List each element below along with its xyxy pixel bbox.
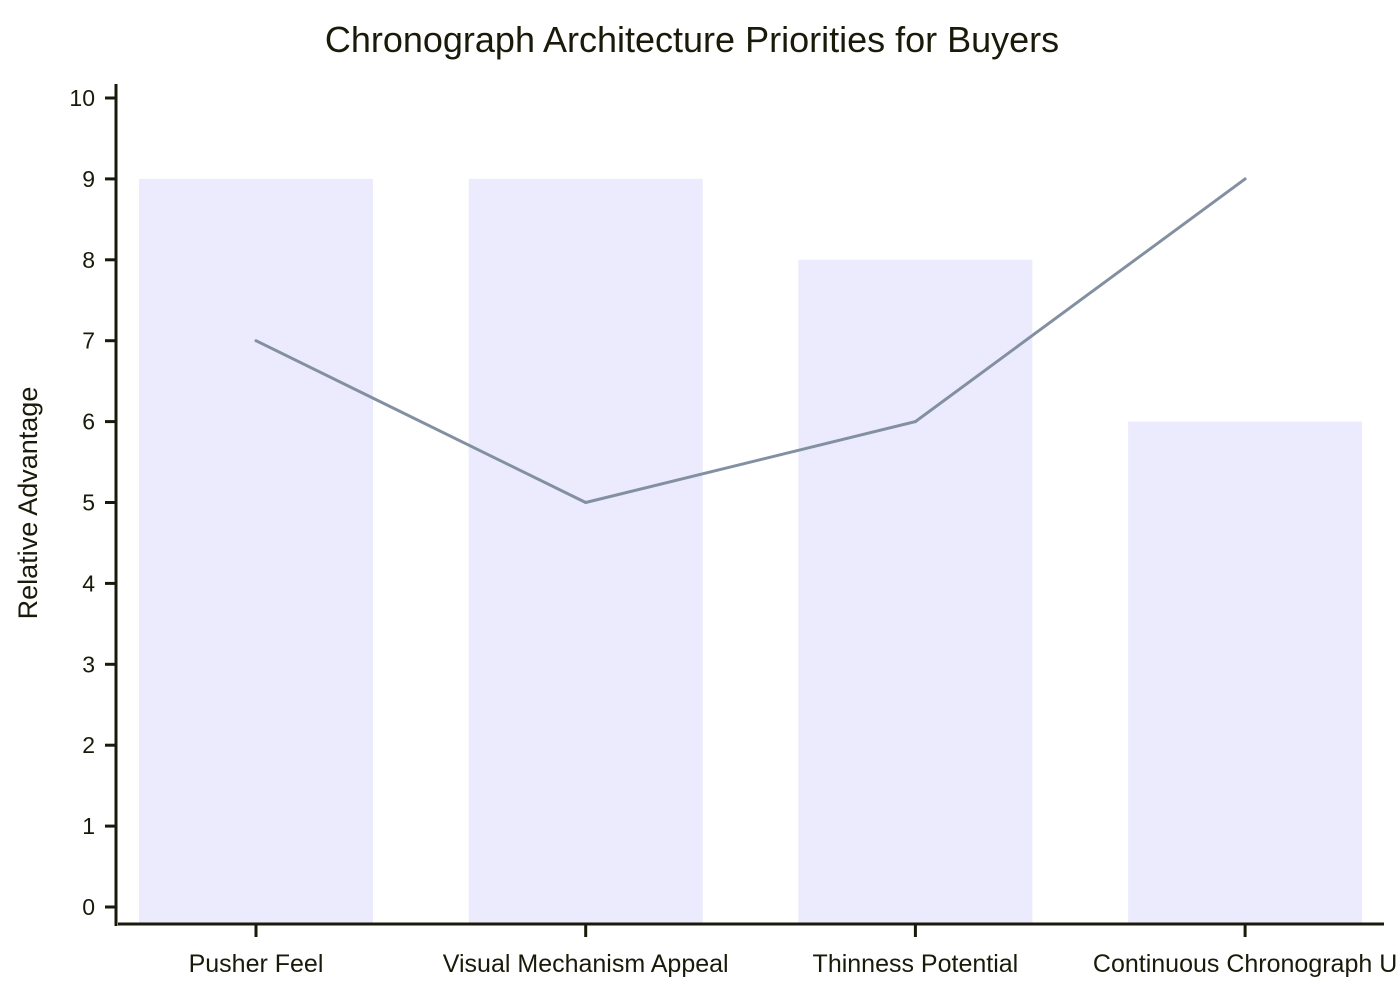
y-tick-label: 0 xyxy=(82,894,95,920)
y-axis-label: Relative Advantage xyxy=(13,387,43,620)
line-point xyxy=(913,420,917,424)
x-tick-label: Visual Mechanism Appeal xyxy=(443,950,729,978)
y-tick-label: 6 xyxy=(82,409,95,435)
y-tick-label: 5 xyxy=(82,490,95,516)
bar xyxy=(468,178,703,924)
y-tick-label: 2 xyxy=(82,732,95,758)
y-tick-label: 8 xyxy=(82,247,95,273)
line-point xyxy=(1243,177,1247,181)
bar xyxy=(139,178,373,924)
chart-title: Chronograph Architecture Priorities for … xyxy=(325,19,1059,60)
y-tick-label: 9 xyxy=(82,166,95,192)
x-tick-label: Pusher Feel xyxy=(189,950,324,978)
y-tick-label: 4 xyxy=(82,570,95,596)
line-point xyxy=(584,501,588,504)
y-tick-label: 3 xyxy=(82,651,95,677)
line-point xyxy=(254,339,258,343)
bar xyxy=(1128,421,1363,924)
y-tick-label: 7 xyxy=(82,328,95,354)
bar xyxy=(798,259,1033,924)
line-series xyxy=(255,177,1246,505)
x-tick-label: Continuous Chronograph U xyxy=(1093,950,1397,978)
x-tick-label: Thinness Potential xyxy=(813,950,1019,978)
y-tick-label: 1 xyxy=(82,813,95,839)
y-tick-label: 10 xyxy=(69,85,95,111)
